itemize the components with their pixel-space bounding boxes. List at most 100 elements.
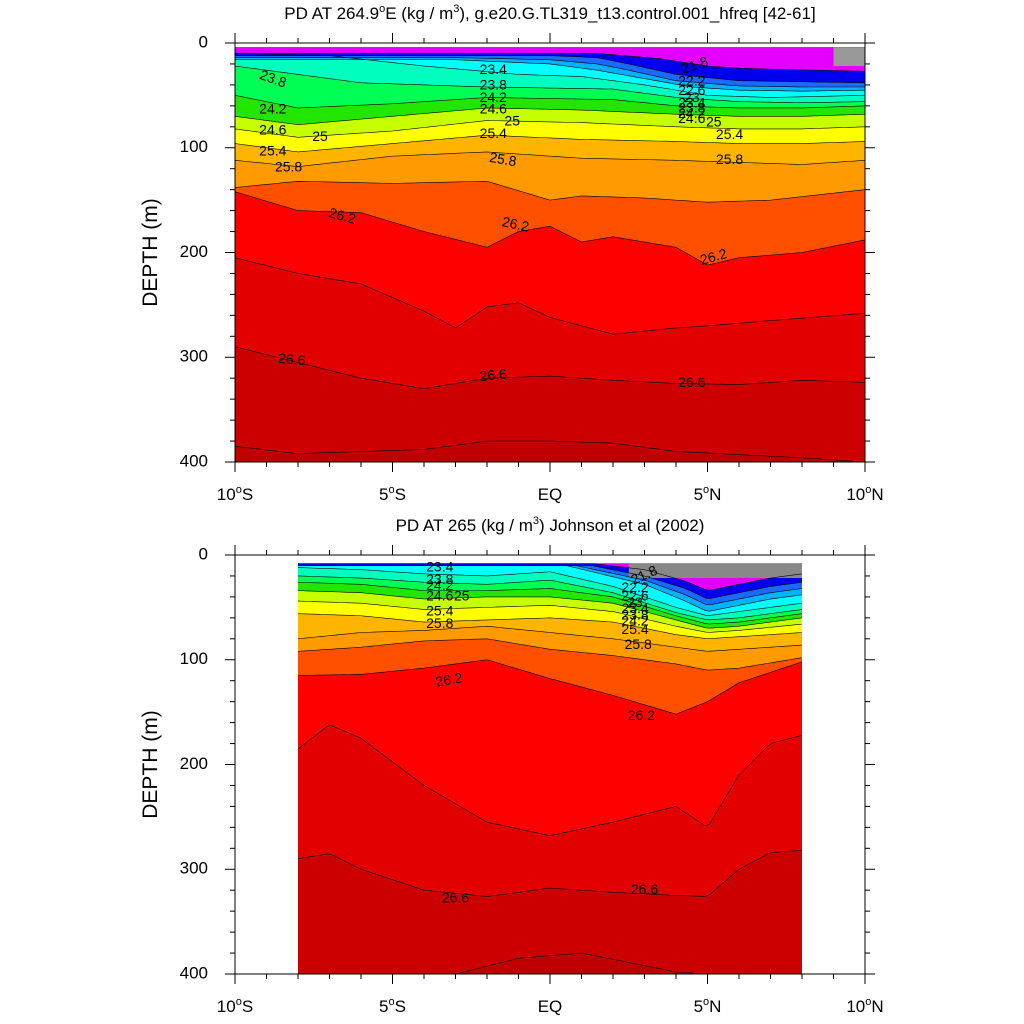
contour-fills	[298, 563, 802, 974]
contour-line-24.2	[235, 95, 865, 109]
contour-label: 24.2	[621, 613, 648, 629]
chart-title: PD AT 264.9oE (kg / m3), g.e20.G.TL319_t…	[284, 3, 815, 23]
contour-line-23	[298, 565, 802, 612]
x-tick-label: 10oN	[846, 996, 883, 1016]
contour-line-25.8	[298, 625, 802, 652]
contour-label: 22.6	[678, 82, 705, 98]
contour-label: 23.8	[678, 100, 705, 116]
x-tick-label: EQ	[538, 997, 563, 1016]
x-tick-label: 10oS	[217, 484, 253, 504]
contour-line-26.2	[235, 191, 865, 266]
chart-title: PD AT 265 (kg / m3) Johnson et al (2002)	[396, 515, 705, 535]
y-tick-label: 200	[180, 754, 208, 773]
y-tick-label: 400	[180, 963, 208, 982]
contour-label: 25.8	[716, 151, 743, 167]
contour-line-26.6	[298, 850, 802, 897]
contour-line-25.4	[235, 134, 865, 153]
contour-line-23.8	[298, 575, 802, 621]
contour-label: 26.6	[479, 366, 508, 384]
contour-line-26.4	[298, 725, 802, 837]
contour-label: 25.8	[625, 636, 652, 652]
contour-label: 25.4	[621, 621, 648, 637]
contour-line-26.6	[235, 346, 865, 389]
contour-label: 25	[312, 128, 328, 144]
contour-line-21.8	[298, 563, 802, 591]
contour-line-22.6	[235, 57, 865, 88]
contour-line-23.8	[235, 65, 865, 104]
contour-label: 23.4	[480, 61, 507, 77]
contour-label: 25.4	[426, 602, 453, 618]
contour-line-22.2	[235, 55, 865, 84]
contour-line-23	[235, 59, 865, 92]
contour-line-26.2	[298, 659, 802, 715]
x-tick-label: EQ	[538, 485, 563, 504]
contour-label: 25	[504, 112, 520, 128]
contour-label: 24.6	[259, 122, 286, 138]
contour-line-25.4	[298, 613, 802, 639]
contour-label: 26.6	[678, 374, 705, 390]
contour-line-26.4	[235, 257, 865, 335]
contour-line-25	[235, 120, 865, 138]
contour-label: 26.6	[631, 881, 658, 897]
y-tick-label: 200	[180, 242, 208, 261]
y-axis-title: DEPTH (m)	[139, 198, 162, 307]
contour-line-21.8	[235, 53, 865, 72]
x-tick-label: 5oS	[379, 484, 406, 504]
contour-line-24.2	[298, 581, 802, 625]
contour-label: 26.2	[327, 204, 358, 227]
contour-label: 24.6	[678, 110, 705, 126]
contour-label: 25.4	[259, 143, 286, 159]
contour-label: 25	[454, 588, 470, 604]
panel-observations: 23.423.824.224.6 2525.425.826.226.226.626…	[139, 515, 884, 1016]
contour-label: 22.2	[621, 579, 648, 595]
y-tick-label: 300	[180, 347, 208, 366]
x-tick-label: 10oN	[846, 484, 883, 504]
surface-patch	[833, 47, 865, 67]
surface-patch	[628, 563, 802, 579]
y-tick-label: 100	[180, 649, 208, 668]
contour-label: 23.8	[480, 77, 507, 93]
y-tick-label: 100	[180, 137, 208, 156]
contour-label: 26.2	[628, 707, 655, 723]
contour-label: 26.2	[698, 245, 729, 268]
contour-label: 26.6	[278, 350, 307, 368]
contour-line-24.6	[235, 107, 865, 126]
contour-label: 25.4	[716, 126, 743, 142]
contour-line-26.8	[235, 440, 865, 462]
y-tick-label: 300	[180, 859, 208, 878]
contour-label: 23.4	[678, 94, 705, 110]
contour-label: 25.4	[480, 125, 507, 141]
contour-label: 23.8	[426, 571, 453, 587]
contour-label: 22.2	[678, 72, 705, 88]
contour-label: 24.2	[426, 577, 453, 593]
contour-label: 23.4	[426, 558, 453, 574]
contour-label: 24.2	[259, 101, 286, 117]
y-tick-label: 0	[199, 544, 208, 563]
contour-line-26.8	[298, 952, 802, 974]
contour-label: 24.2	[678, 105, 705, 121]
y-tick-label: 0	[199, 32, 208, 51]
x-tick-label: 10oS	[217, 996, 253, 1016]
contour-label: 26.2	[501, 213, 531, 234]
contour-label: 25.8	[426, 615, 453, 631]
contour-label: 24.2	[480, 89, 507, 105]
contour-line-24.6	[298, 590, 802, 629]
x-tick-label: 5oS	[379, 996, 406, 1016]
contour-line-26	[298, 638, 802, 671]
x-tick-label: 5oN	[694, 996, 722, 1016]
contour-label: 26.6	[442, 889, 469, 905]
contour-label: 23.8	[621, 606, 648, 622]
x-tick-label: 5oN	[694, 484, 722, 504]
contour-label: 22.6	[621, 588, 648, 604]
y-tick-label: 400	[180, 451, 208, 470]
contour-label: 23.4	[621, 600, 648, 616]
contour-label: 26.2	[434, 669, 464, 690]
contour-line-23.4	[298, 567, 802, 616]
contour-line-26	[235, 180, 865, 203]
contour-label: 25	[706, 113, 722, 129]
contour-label: 24.6	[480, 101, 507, 117]
contour-label: 25.8	[275, 158, 302, 174]
contour-label: 23	[684, 89, 700, 105]
